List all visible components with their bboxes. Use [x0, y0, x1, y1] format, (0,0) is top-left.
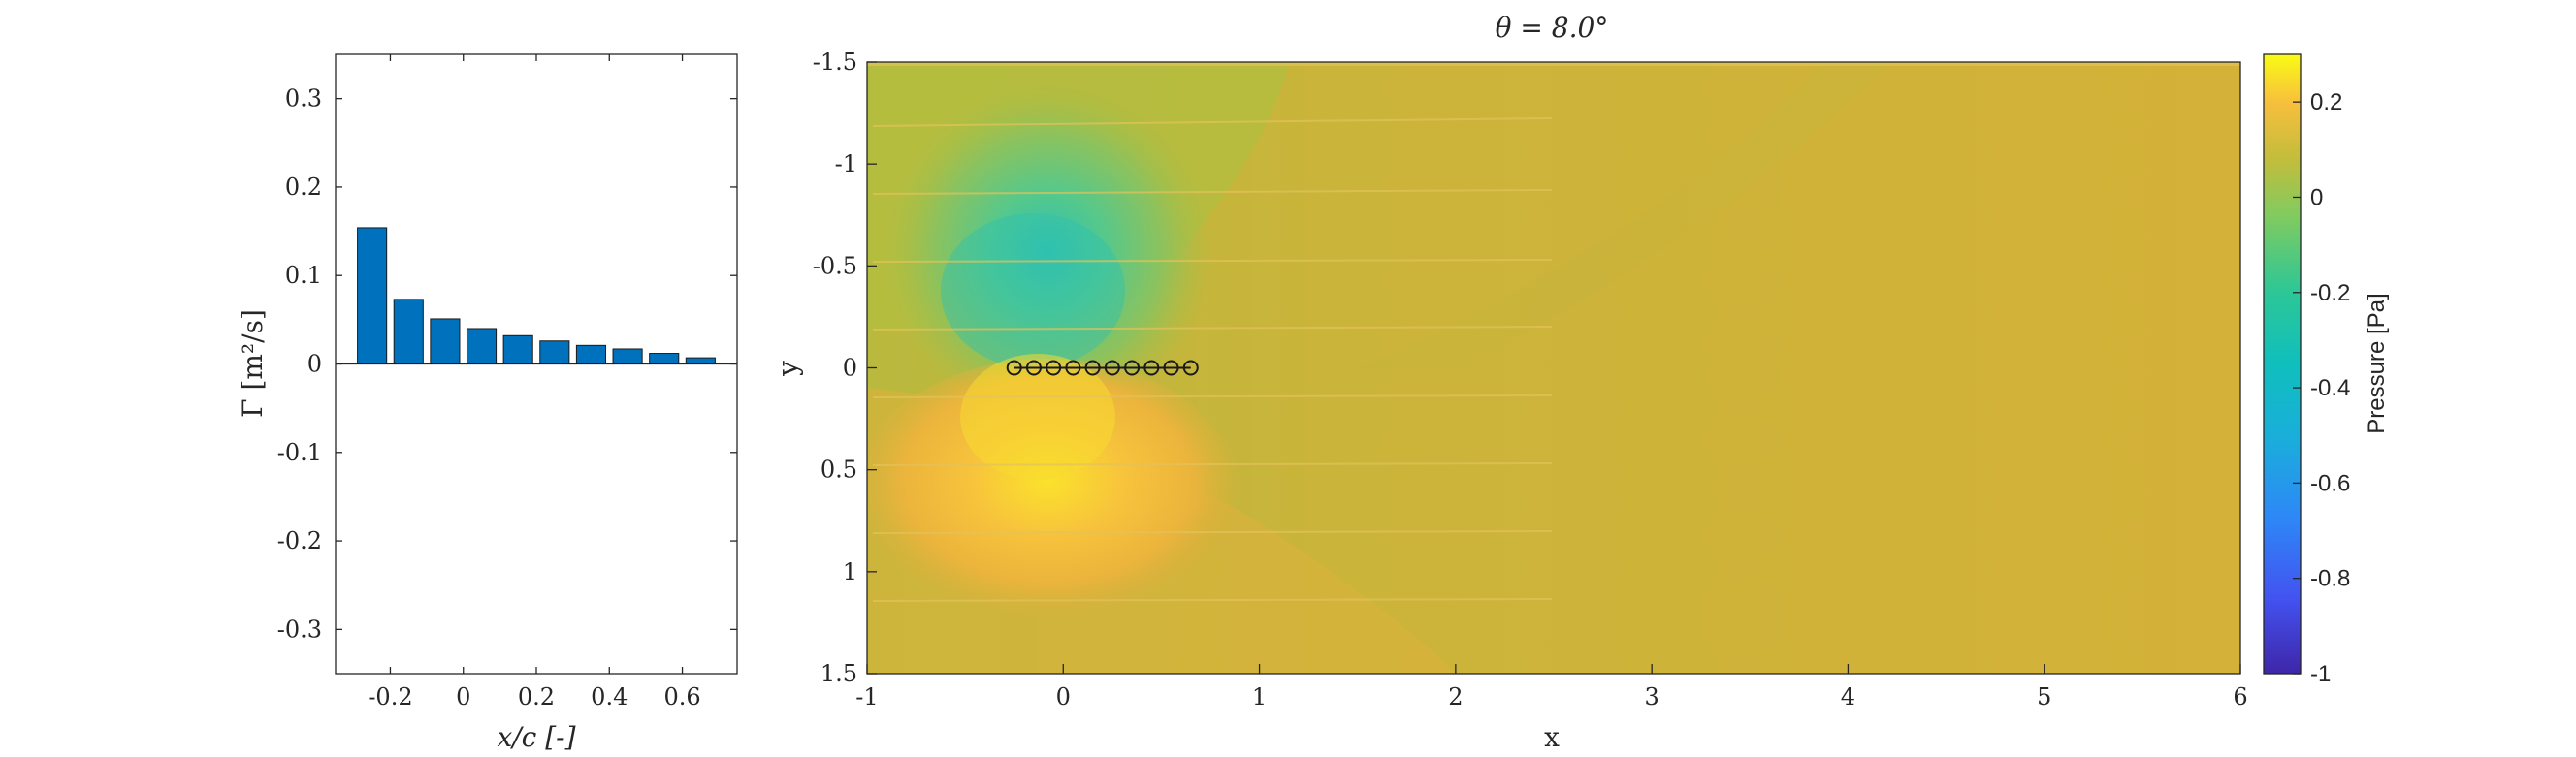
- bar-x-tick-label: 0.2: [518, 683, 555, 710]
- colorbar-tick-label: 0: [2310, 184, 2323, 210]
- vortex-point-7: [1143, 360, 1160, 376]
- circulation-bar-chart: -0.2 0 0.2 0.4 0.6 0.3 0.2 0.1 0 -0.1 -0.2 -0.3 x/…: [237, 53, 738, 753]
- colorbar-label: Pressure [Pa]: [2364, 293, 2390, 433]
- field-x-ticks: -1 0 1 2 3 4 5 6: [855, 664, 2248, 710]
- bar-y-ticks: 0.3 0.2 0.1 0 -0.1 -0.2 -0.3: [277, 85, 737, 643]
- field-x-tick-label: 0: [1056, 683, 1071, 710]
- bar-8: [649, 353, 680, 365]
- vortex-point-0: [1006, 360, 1022, 376]
- colorbar-tick-label: -1: [2310, 661, 2331, 687]
- field-title: θ = 8.0°: [1496, 12, 1609, 44]
- vortex-point-5: [1104, 360, 1120, 376]
- vortex-point-8: [1163, 360, 1179, 376]
- field-x-tick-label: 6: [2233, 683, 2247, 710]
- field-y-tick-label: 1: [843, 558, 857, 585]
- bar-2: [430, 318, 461, 364]
- field-x-tick-label: -1: [855, 683, 878, 710]
- bar-y-tick-label: -0.1: [277, 439, 322, 466]
- vortex-point-6: [1124, 360, 1141, 376]
- vortex-point-3: [1065, 360, 1081, 376]
- bar-y-tick-label: 0.3: [285, 85, 322, 112]
- field-y-tick-label: -1: [835, 150, 857, 177]
- pressure-colorbar: 0.2 0 -0.2 -0.4 -0.6 -0.8 -1 Pressure [Pa]: [2263, 53, 2390, 687]
- bar-0: [357, 227, 388, 364]
- field-x-tick-label: 4: [1841, 683, 1855, 710]
- field-x-tick-label: 1: [1252, 683, 1267, 710]
- bar-series: [357, 227, 716, 365]
- bar-x-tick-label: 0.4: [591, 683, 628, 710]
- colorbar-gradient: [2263, 53, 2302, 675]
- vortex-point-1: [1025, 360, 1042, 376]
- field-y-label: y: [772, 361, 804, 377]
- bar-9: [685, 357, 716, 364]
- vortex-points: [1006, 360, 1199, 376]
- field-x-tick-label: 3: [1645, 683, 1659, 710]
- vortex-point-2: [1046, 360, 1062, 376]
- bar-x-tick-label: 0: [456, 683, 470, 710]
- bar-4: [502, 334, 533, 365]
- colorbar-tick-label: 0.2: [2310, 89, 2342, 115]
- bar-x-label: x/c [-]: [497, 721, 575, 753]
- field-x-tick-label: 5: [2037, 683, 2051, 710]
- field-y-tick-label: -1.5: [813, 48, 857, 76]
- bar-y-label: Γ [m²/s]: [237, 309, 269, 418]
- pressure-contours: [867, 62, 2240, 674]
- colorbar-tick-label: -0.8: [2310, 566, 2350, 592]
- bar-y-tick-label: 0.2: [285, 173, 322, 201]
- bar-3: [466, 328, 498, 365]
- bar-x-ticks: -0.2 0 0.2 0.4 0.6: [368, 54, 701, 710]
- bar-x-tick-label: -0.2: [368, 683, 412, 710]
- colorbar-ticks: 0.2 0 -0.2 -0.4 -0.6 -0.8 -1: [2293, 89, 2350, 687]
- field-x-label: x: [1544, 721, 1560, 753]
- field-y-tick-label: 0.5: [821, 457, 857, 484]
- colorbar-tick-label: -0.2: [2310, 280, 2350, 306]
- field-x-tick-label: 2: [1448, 683, 1463, 710]
- bar-y-tick-label: 0.1: [285, 262, 322, 289]
- bar-6: [575, 344, 607, 364]
- pressure-field-plot: θ = 8.0° -1 0 1 2 3 4 5 6: [772, 12, 2248, 753]
- bar-y-tick-label: 0: [307, 351, 322, 378]
- bar-1: [393, 299, 424, 364]
- quiver-arrows: [867, 62, 2240, 602]
- field-y-tick-label: 1.5: [821, 660, 857, 687]
- field-y-tick-label: 0: [843, 355, 857, 382]
- colorbar-tick-label: -0.6: [2310, 470, 2350, 496]
- bar-7: [612, 348, 643, 364]
- bar-x-tick-label: 0.6: [663, 683, 700, 710]
- colorbar-tick-label: -0.4: [2310, 375, 2350, 401]
- bar-y-tick-label: -0.3: [277, 615, 322, 643]
- bar-5: [539, 340, 570, 365]
- vortex-point-4: [1084, 360, 1101, 376]
- field-y-ticks: -1.5 -1 -0.5 0 0.5 1 1.5: [813, 48, 877, 687]
- vortex-point-9: [1182, 360, 1199, 376]
- bar-y-tick-label: -0.2: [277, 527, 322, 554]
- field-y-tick-label: -0.5: [813, 252, 857, 279]
